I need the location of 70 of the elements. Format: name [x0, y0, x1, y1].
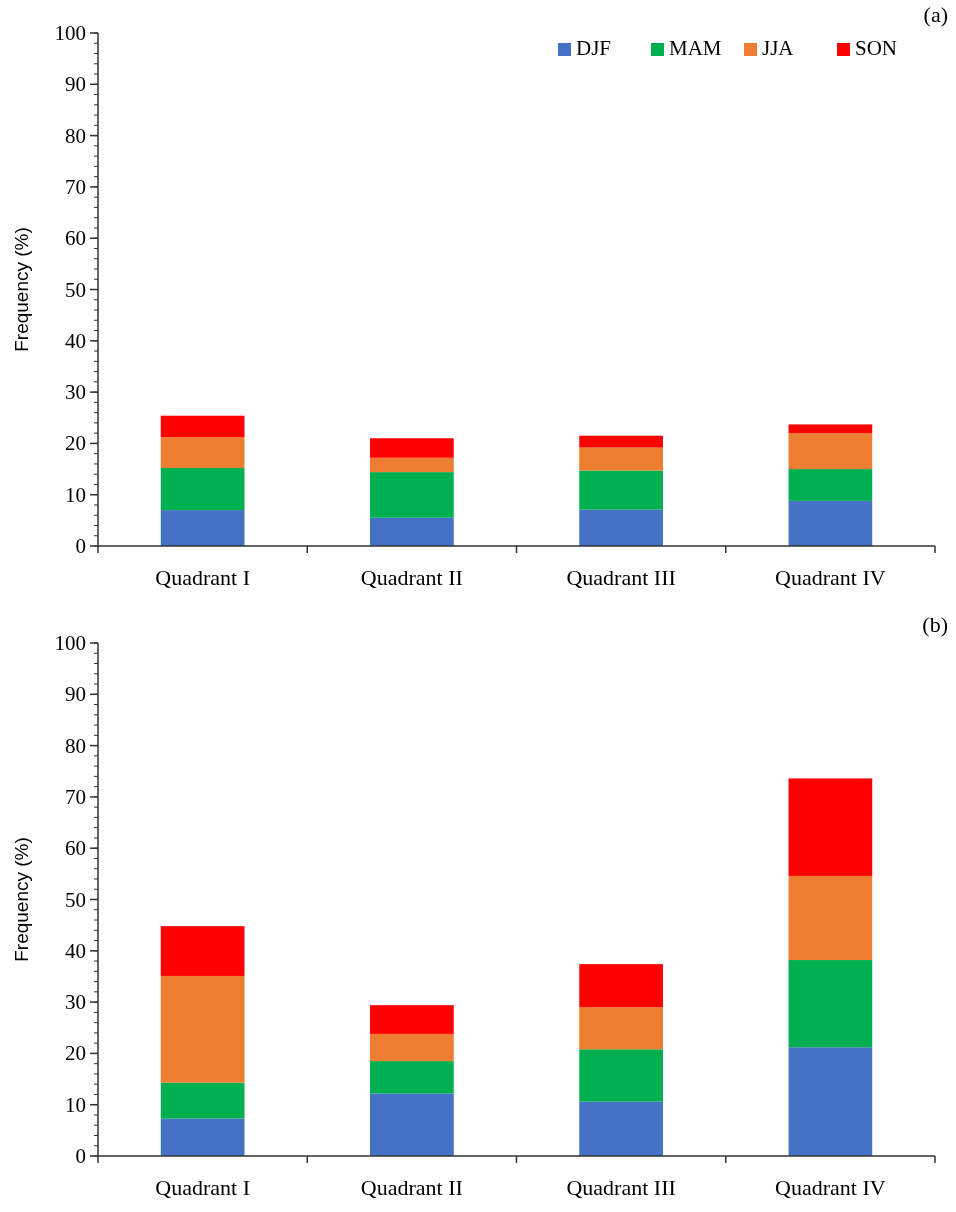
bar: [579, 435, 663, 448]
bar: [788, 875, 873, 961]
bar: [370, 457, 454, 473]
bar: [579, 1049, 663, 1102]
x-tick-label: Quadrant III: [566, 565, 676, 590]
x-tick-label: Quadrant IV: [775, 565, 886, 590]
y-tick-label: 20: [65, 431, 86, 456]
y-tick-label: 0: [75, 1144, 86, 1168]
y-tick-label: 70: [65, 784, 86, 809]
legend-label: JJA: [762, 36, 795, 60]
y-tick-label: 60: [65, 226, 86, 251]
x-tick-label: Quadrant I: [155, 565, 250, 590]
bar: [788, 469, 873, 501]
y-tick-label: 70: [65, 174, 86, 199]
y-axis-title: Frequency (%): [11, 837, 32, 962]
bar: [160, 1082, 245, 1119]
y-tick-label: 30: [65, 990, 86, 1015]
bar: [788, 433, 873, 470]
bar: [370, 1005, 454, 1034]
bar: [370, 438, 454, 458]
bar: [160, 437, 245, 469]
bar: [370, 1033, 454, 1062]
y-tick-label: 100: [54, 21, 86, 45]
bar: [579, 509, 663, 546]
y-tick-label: 100: [54, 631, 86, 655]
bar: [370, 472, 454, 518]
bar: [579, 447, 663, 471]
bar: [160, 468, 245, 511]
bar: [370, 1093, 454, 1156]
x-tick-label: Quadrant II: [360, 565, 463, 590]
y-axis-title: Frequency (%): [11, 227, 32, 352]
y-tick-label: 50: [65, 277, 86, 302]
chart-title: (b): [922, 612, 948, 637]
y-tick-label: 20: [65, 1041, 86, 1066]
x-tick-label: Quadrant III: [566, 1175, 676, 1200]
y-tick-label: 40: [65, 938, 86, 963]
bar: [579, 470, 663, 510]
legend-label: MAM: [669, 36, 722, 60]
y-tick-label: 40: [65, 328, 86, 353]
bar: [788, 424, 873, 434]
bar: [579, 964, 663, 1008]
y-tick-label: 80: [65, 733, 86, 758]
bar: [370, 1061, 454, 1094]
bar: [160, 415, 245, 438]
bar: [160, 975, 245, 1083]
y-tick-label: 30: [65, 380, 86, 405]
x-tick-label: Quadrant IV: [775, 1175, 886, 1200]
chart-title: (a): [923, 2, 948, 27]
x-tick-label: Quadrant I: [155, 1175, 250, 1200]
bar: [788, 778, 873, 876]
bar: [788, 960, 873, 1048]
y-tick-label: 60: [65, 836, 86, 861]
legend-label: SON: [855, 36, 898, 60]
bar: [788, 1047, 873, 1156]
x-tick-label: Quadrant II: [360, 1175, 463, 1200]
y-tick-label: 90: [65, 682, 86, 707]
bar: [579, 1101, 663, 1156]
legend-label: DJF: [576, 36, 612, 60]
y-tick-label: 80: [65, 123, 86, 148]
y-tick-label: 10: [65, 482, 86, 507]
bar: [370, 517, 454, 546]
y-tick-label: 90: [65, 72, 86, 97]
y-tick-label: 0: [75, 534, 86, 558]
bar: [160, 1118, 245, 1156]
y-tick-label: 50: [65, 887, 86, 912]
bar: [160, 926, 245, 976]
bar: [160, 510, 245, 546]
y-tick-label: 10: [65, 1092, 86, 1117]
bar: [579, 1007, 663, 1050]
bar: [788, 500, 873, 546]
